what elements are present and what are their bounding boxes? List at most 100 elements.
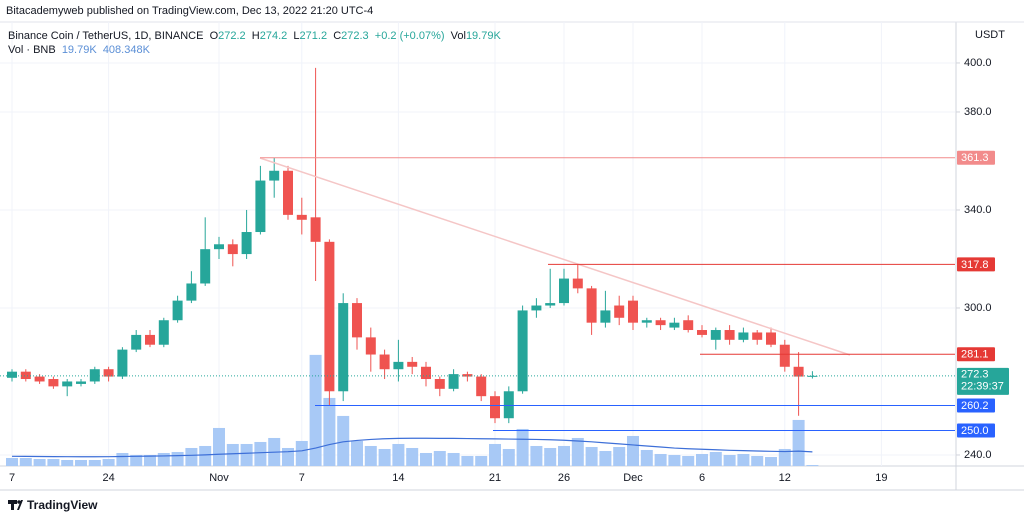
grid: [0, 22, 955, 466]
volume-bar: [130, 454, 143, 466]
volume-bar: [765, 456, 777, 466]
volume-bar: [558, 445, 570, 466]
x-tick-label: 19: [875, 472, 887, 484]
countdown: 22:39:37: [961, 381, 1004, 393]
candle-body: [89, 369, 100, 382]
symbol: Binance Coin / TetherUS, 1D, BINANCE: [8, 30, 204, 42]
volume-bar: [185, 447, 198, 466]
candle-body: [76, 381, 86, 384]
level-price-tag: [957, 150, 995, 165]
y-tick-label: 240.0: [964, 449, 992, 461]
candle-body: [407, 361, 418, 367]
volume-ma-value: 408.348K: [102, 44, 150, 56]
volume-bar: [309, 354, 322, 466]
candle-body: [158, 320, 169, 345]
candle-body: [131, 334, 142, 350]
volume-bar: [213, 427, 225, 466]
volume-bar: [420, 452, 432, 466]
level-price-label: 260.2: [961, 400, 989, 412]
volume-bar: [654, 453, 667, 466]
volume-bar: [806, 465, 819, 466]
candle-body: [503, 391, 514, 419]
candle-body: [724, 330, 735, 340]
volume-bar: [75, 459, 87, 466]
candle-body: [600, 310, 611, 323]
ohlc-value: 272.2: [218, 30, 246, 42]
volume-bar: [668, 454, 681, 466]
volume-value: 19.79K: [465, 30, 501, 42]
candle-body: [269, 170, 280, 181]
candle-body: [517, 310, 528, 392]
volume-bar: [682, 455, 695, 466]
x-tick-label: 21: [489, 472, 501, 484]
volume-title: Vol · BNB: [8, 44, 56, 56]
candle-body: [255, 180, 266, 233]
trend-line: [259, 157, 851, 356]
candle-body: [586, 288, 597, 323]
volume-bar: [530, 445, 543, 466]
level-price-tag: [957, 347, 995, 362]
volume-bar: [392, 443, 405, 466]
volume-bar: [544, 447, 557, 466]
candle-body: [490, 396, 500, 419]
volume-bar: [613, 446, 626, 466]
candle-body: [710, 330, 721, 340]
candle-body: [545, 303, 556, 306]
candle-body: [365, 337, 376, 355]
volume-bar: [116, 452, 129, 466]
candle-body: [807, 375, 818, 377]
volume-bar: [47, 458, 60, 466]
candle-body: [214, 244, 224, 250]
y-tick-label: 300.0: [964, 302, 992, 314]
volume-bar: [599, 450, 612, 466]
candle-body: [669, 322, 680, 328]
candle-body: [421, 366, 431, 380]
volume-bar: [323, 397, 336, 466]
volume-bar: [792, 419, 805, 466]
candle-body: [448, 374, 459, 389]
volume-bar: [240, 443, 253, 466]
candle-body: [200, 249, 211, 284]
x-tick-label: 7: [9, 472, 15, 484]
candle-body: [766, 332, 776, 345]
volume-bar: [157, 452, 170, 466]
symbol-legend: Binance Coin / TetherUS, 1D, BINANCE O27…: [8, 30, 501, 42]
y-tick-label: 340.0: [964, 204, 992, 216]
volume-bar: [6, 457, 18, 466]
candle-body: [145, 334, 155, 345]
candle-body: [462, 374, 473, 377]
candle-body: [117, 349, 128, 377]
volume-bar: [364, 445, 377, 466]
volume-bar: [737, 453, 750, 466]
last-price-label: 272.3: [961, 369, 989, 381]
volume-bar: [102, 458, 115, 466]
volume-value: 19.79K: [61, 44, 97, 56]
candle-body: [559, 278, 569, 304]
level-price-label: 250.0: [961, 425, 989, 437]
candle-body: [7, 371, 17, 378]
volume-bar: [254, 441, 267, 466]
y-tick-label: 400.0: [964, 57, 992, 69]
candle-body: [172, 300, 183, 321]
candle-body: [103, 369, 114, 377]
ohlc-value: 271.2: [299, 30, 328, 42]
candle-body: [283, 170, 293, 215]
volume-legend: Vol · BNB 19.79K 408.348K: [8, 44, 150, 56]
candle-body: [614, 305, 625, 318]
ohlc-value: 274.2: [259, 30, 288, 42]
candle-body: [241, 232, 252, 255]
x-tick-label: 24: [102, 472, 114, 484]
volume-bar: [226, 443, 239, 466]
volume-bar: [33, 458, 46, 466]
volume-bar: [88, 459, 101, 466]
volume-pane: [6, 354, 819, 466]
volume-bar: [778, 448, 791, 466]
candle-body: [310, 217, 321, 242]
volume-bar: [696, 453, 708, 466]
volume-bar: [171, 451, 184, 466]
candle-body: [352, 303, 362, 338]
volume-bar: [461, 455, 474, 466]
volume-bar: [199, 445, 212, 466]
volume-bar: [433, 450, 446, 466]
